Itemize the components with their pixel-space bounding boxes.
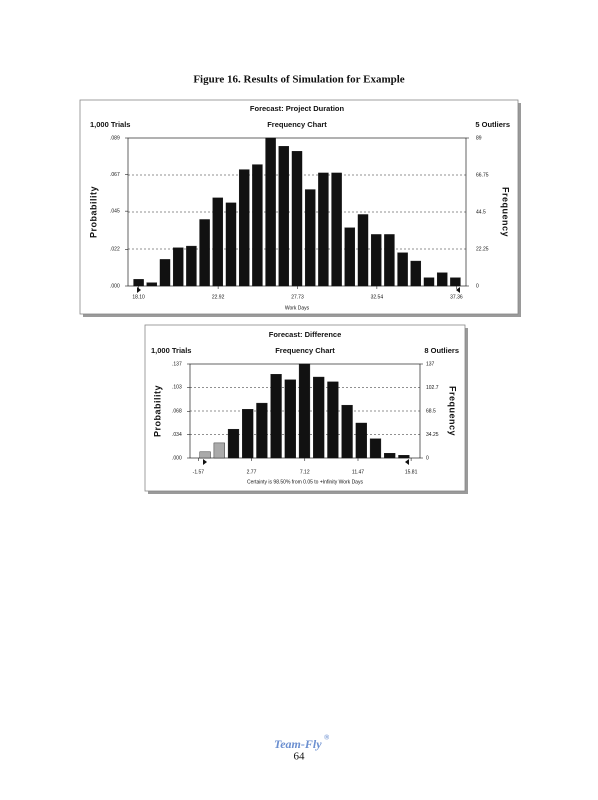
bar — [436, 272, 448, 287]
bar — [369, 438, 382, 459]
x-tick-label: -1.57 — [193, 469, 205, 475]
chart-title: Forecast: Project Duration — [250, 104, 345, 113]
x-tick-label: 7.12 — [300, 469, 310, 475]
bar — [186, 245, 197, 287]
bar — [133, 279, 144, 287]
bar — [199, 451, 211, 459]
page-number: 64 — [294, 751, 306, 763]
outliers-label: 5 Outliers — [475, 120, 510, 129]
brand: Team-Fly — [274, 737, 322, 751]
bar — [397, 252, 408, 287]
x-tick-label: 22.92 — [212, 294, 225, 300]
bar — [331, 172, 342, 287]
y2-tick-label: .034 — [172, 432, 182, 438]
x-axis-label: Work Days — [285, 305, 310, 311]
bar — [278, 146, 290, 287]
bar — [242, 409, 254, 459]
y-tick-label: 0 — [476, 283, 479, 289]
y2-tick-label: .089 — [110, 135, 120, 141]
bar — [450, 277, 461, 287]
y2-tick-label: .000 — [172, 455, 182, 461]
y-tick-label: 89 — [476, 135, 482, 141]
y-tick-label: 66.75 — [476, 172, 489, 178]
bar — [225, 202, 237, 287]
bar — [284, 379, 296, 459]
bar — [344, 227, 356, 287]
y2-axis-label: Frequency — [501, 187, 511, 237]
trials-label: 1,000 Trials — [90, 120, 130, 129]
range-marker — [456, 287, 460, 293]
bar — [146, 282, 158, 287]
bar — [410, 260, 422, 287]
bar — [398, 455, 410, 459]
x-tick-label: 11.47 — [352, 469, 364, 475]
outliers-label: 8 Outliers — [424, 346, 459, 355]
y2-axis-label: Frequency — [448, 386, 458, 436]
x-tick-label: 18.10 — [132, 294, 145, 300]
bar — [384, 234, 395, 287]
brand-mark: ® — [324, 734, 330, 742]
bar — [341, 404, 353, 459]
y-tick-label: 102.7 — [426, 385, 439, 391]
y2-tick-label: .068 — [172, 409, 182, 415]
bar — [212, 197, 224, 287]
y-axis-label: Probability — [152, 385, 162, 437]
range-marker — [137, 287, 141, 293]
chart-subtitle: Frequency Chart — [267, 120, 327, 129]
trials-label: 1,000 Trials — [151, 346, 191, 355]
bar — [384, 452, 396, 459]
y2-tick-label: .000 — [110, 283, 120, 289]
bar — [291, 151, 303, 287]
bar — [227, 428, 240, 459]
bar — [304, 189, 316, 287]
bar — [265, 137, 276, 287]
bar — [327, 381, 339, 459]
bar — [357, 214, 369, 287]
y-tick-label: 0 — [426, 455, 429, 461]
bar — [256, 402, 268, 459]
bar — [252, 164, 263, 287]
y-tick-label: 44.5 — [476, 209, 486, 215]
bar — [355, 422, 367, 459]
certainty-note: Certainty is 98.50% from 0.05 to +Infini… — [247, 479, 363, 485]
y-tick-label: 22.25 — [476, 246, 489, 252]
bar — [238, 169, 250, 287]
bar — [159, 259, 171, 287]
x-tick-label: 2.77 — [247, 469, 257, 475]
y-tick-label: 137 — [426, 361, 435, 367]
y2-tick-label: .103 — [172, 385, 182, 391]
x-tick-label: 37.36 — [450, 294, 463, 300]
bar — [270, 374, 282, 459]
x-tick-label: 15.81 — [405, 469, 418, 475]
range-marker — [405, 459, 409, 465]
figure-title: Figure 16. Results of Simulation for Exa… — [193, 74, 404, 86]
chart-subtitle: Frequency Chart — [275, 346, 335, 355]
y2-tick-label: .067 — [110, 172, 120, 178]
bar — [172, 247, 184, 287]
y2-tick-label: .137 — [172, 361, 182, 367]
y-axis-label: Probability — [88, 186, 98, 238]
bar — [298, 363, 311, 459]
range-marker — [203, 459, 207, 465]
y2-tick-label: .045 — [110, 208, 120, 214]
bar — [213, 442, 225, 459]
bar — [313, 376, 325, 459]
y-tick-label: 34.25 — [426, 432, 439, 438]
bar — [423, 277, 435, 287]
y2-tick-label: .022 — [110, 247, 120, 253]
x-tick-label: 32.54 — [371, 294, 384, 300]
chart-title: Forecast: Difference — [269, 330, 342, 339]
bar — [370, 234, 382, 287]
bar — [318, 172, 329, 287]
bar — [199, 219, 210, 287]
x-tick-label: 27.73 — [291, 294, 304, 300]
y-tick-label: 68.5 — [426, 408, 436, 414]
